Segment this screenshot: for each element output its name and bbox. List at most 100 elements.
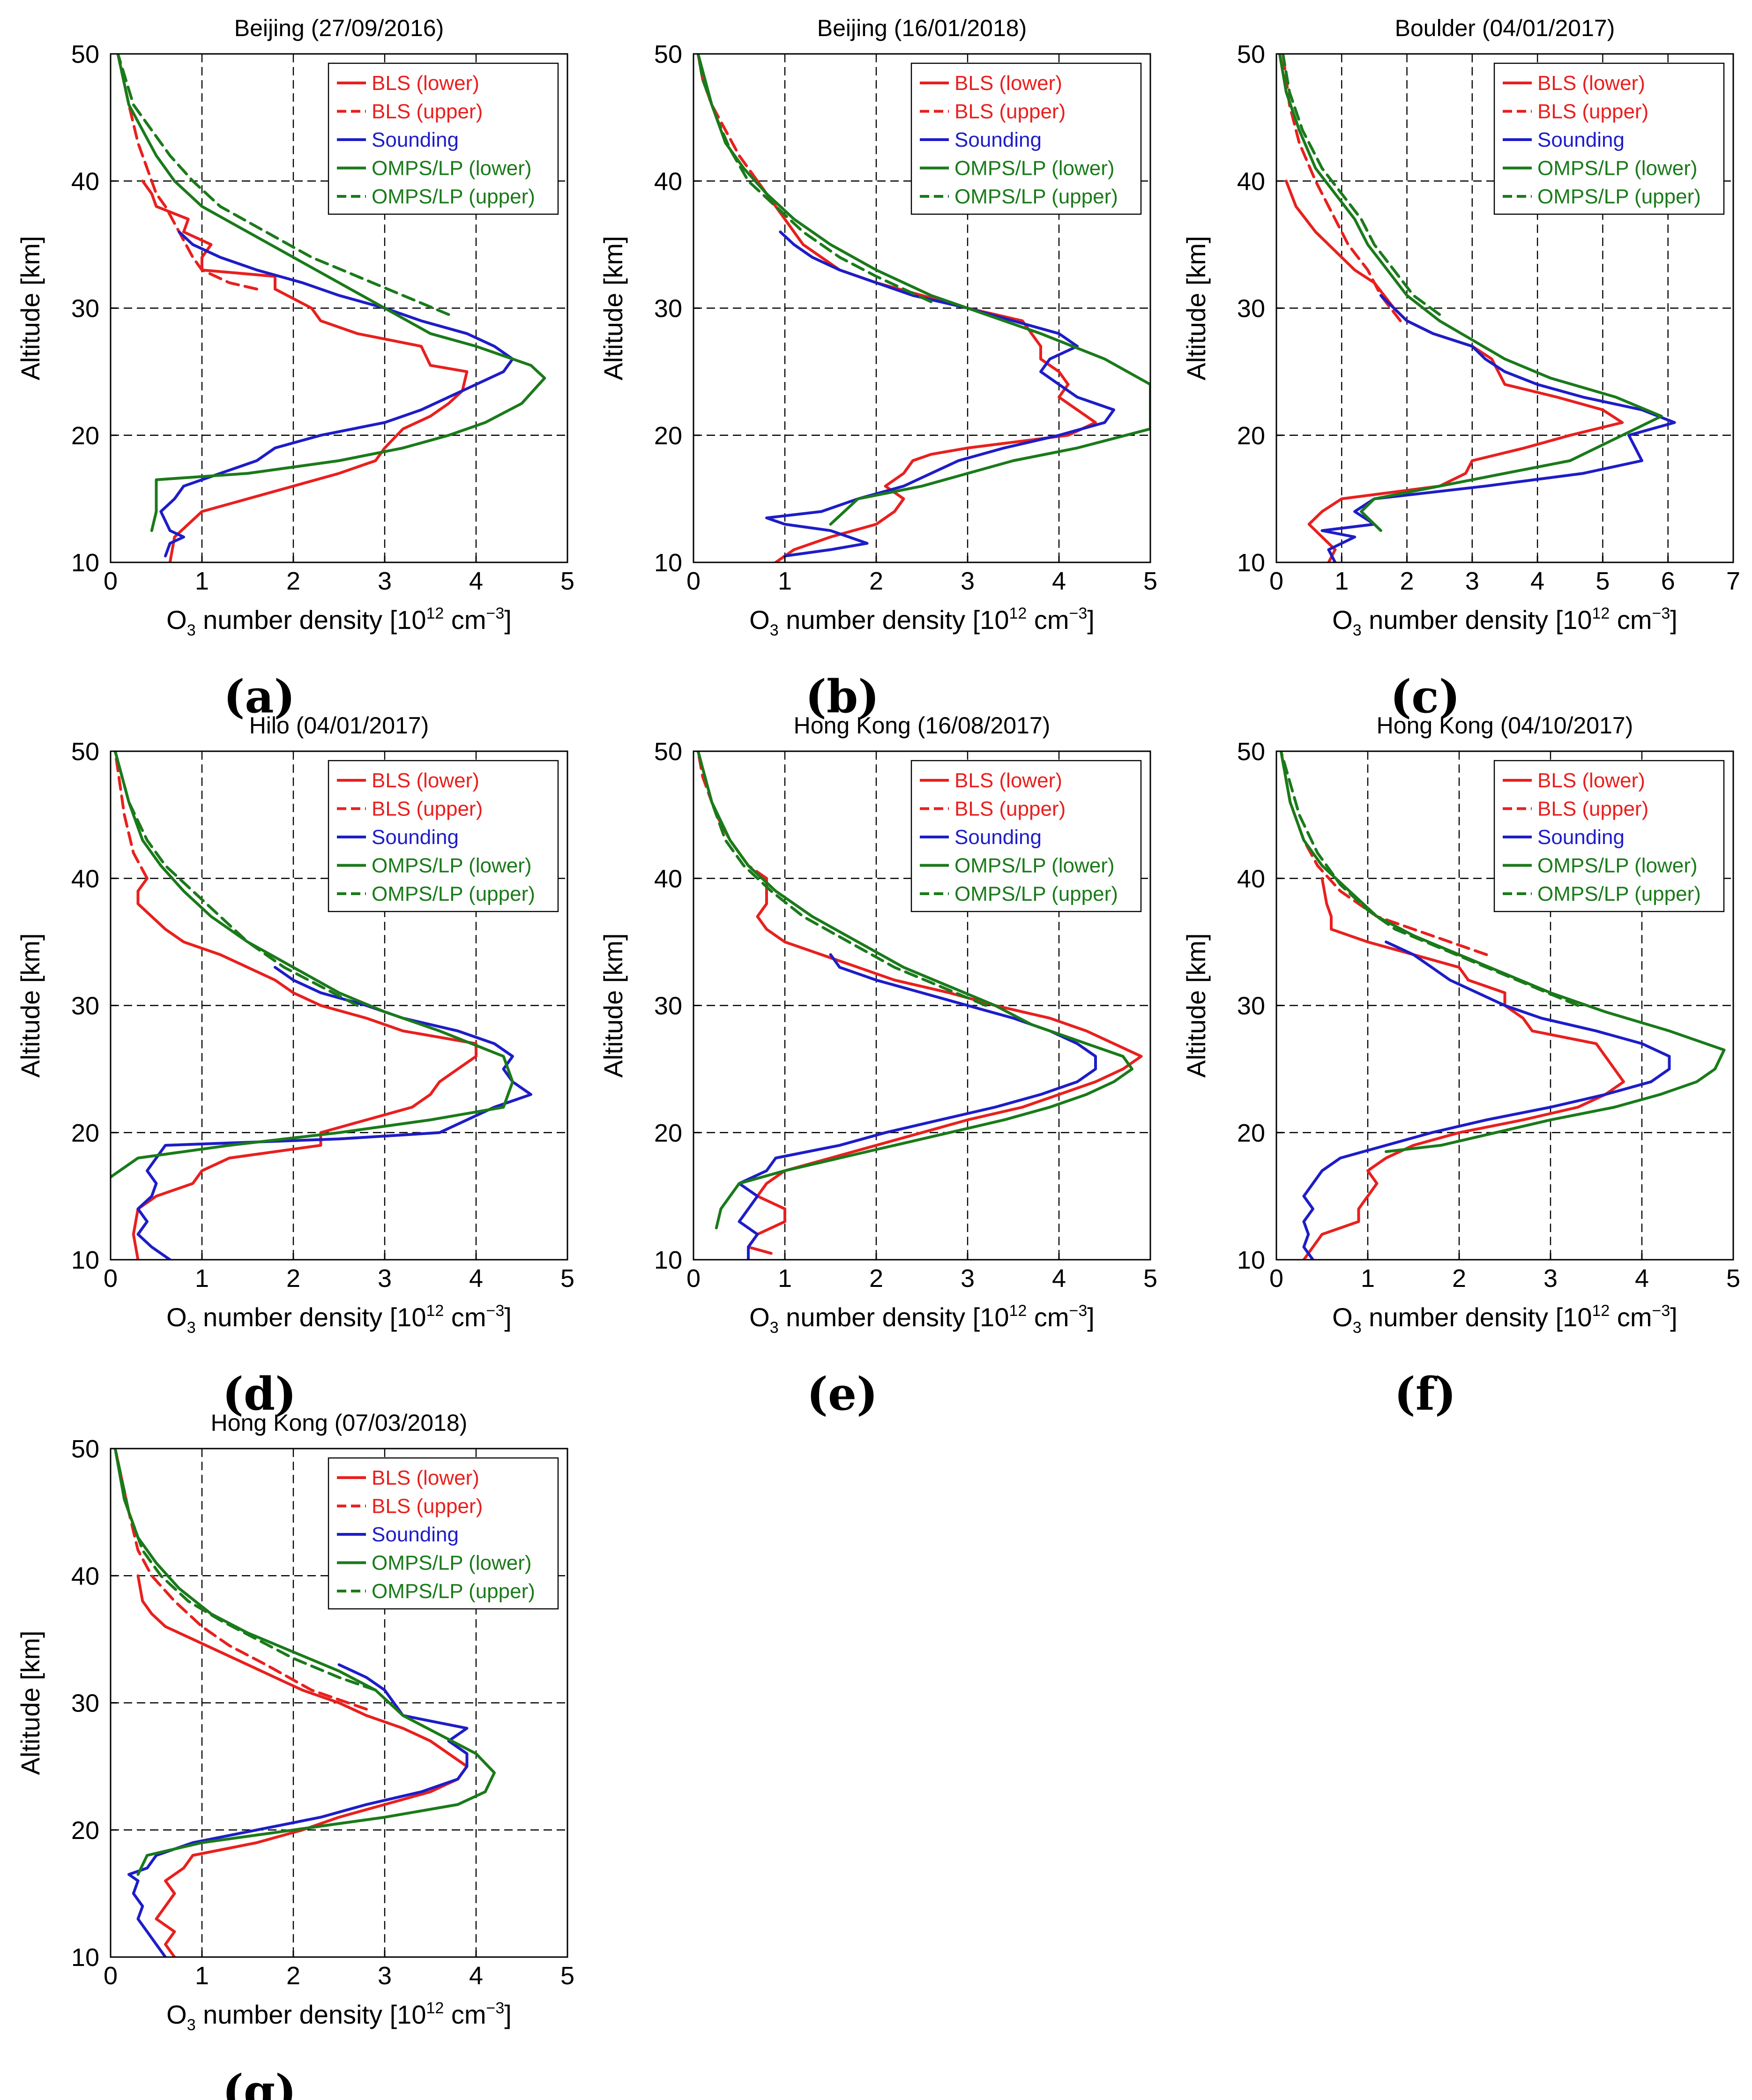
x-axis-label-part: ] — [504, 1302, 512, 1332]
series-line-sounding — [1302, 940, 1671, 1260]
series-line-bls_upper — [696, 751, 768, 880]
x-tick-label: 1 — [1335, 567, 1349, 595]
y-tick-label: 50 — [71, 1435, 99, 1463]
y-tick-label: 20 — [71, 1816, 99, 1845]
series-line-omps_upper — [696, 54, 932, 303]
series-group — [113, 1449, 496, 1957]
y-axis-label: Altitude [km] — [15, 933, 45, 1077]
y-tick-label: 10 — [71, 1246, 99, 1274]
x-axis-label-part: cm — [1027, 605, 1069, 635]
series-line-sounding — [765, 230, 1115, 558]
x-tick-label: 3 — [1465, 567, 1479, 595]
series-line-omps_upper — [1279, 751, 1580, 1007]
x-axis-label: O3 number density [1012 cm−3] — [166, 1302, 512, 1337]
x-axis-label-part: 3 — [187, 621, 196, 639]
legend-item-bls_upper: BLS (upper) — [372, 1495, 483, 1518]
x-tick-label: 1 — [195, 1962, 209, 1990]
chart-title: Hilo (04/01/2017) — [249, 712, 429, 739]
y-axis-label: Altitude [km] — [598, 933, 628, 1077]
legend-item-bls_lower: BLS (lower) — [372, 769, 479, 792]
x-tick-label: 1 — [1361, 1264, 1375, 1293]
legend-item-bls_lower: BLS (lower) — [954, 769, 1062, 792]
chart-panel-e: Hong Kong (16/08/2017)0 1 2 3 4 51020304050O3… — [598, 712, 1157, 1420]
legend-box — [910, 760, 1142, 912]
legend-item-omps_upper: OMPS/LP (upper) — [372, 185, 535, 208]
legend: BLS (lower) BLS (upper) Sounding OMPS/LP (l… — [910, 62, 1142, 215]
legend-item-omps_upper: OMPS/LP (upper) — [954, 185, 1118, 208]
x-axis-label-part: −3 — [1652, 605, 1670, 622]
y-axis-label: Altitude [km] — [598, 236, 628, 380]
legend-box — [328, 1457, 559, 1610]
x-axis-label: O3 number density [1012 cm−3] — [166, 1999, 512, 2034]
panel-label: (c) — [1390, 670, 1460, 723]
x-tick-label: 2 — [1452, 1264, 1466, 1293]
x-axis-label-part: O — [166, 605, 187, 635]
x-axis-label-part: cm — [444, 605, 486, 635]
x-axis-label-part: 12 — [1592, 1302, 1610, 1320]
legend-item-omps_upper: OMPS/LP (upper) — [954, 882, 1118, 905]
legend-item-bls_upper: BLS (upper) — [372, 798, 483, 821]
x-axis-label-part: 3 — [187, 1319, 196, 1337]
x-axis-label-part: 12 — [426, 1999, 444, 2017]
legend-item-bls_lower: BLS (lower) — [1537, 72, 1645, 95]
x-axis-label-part: ] — [1670, 605, 1677, 635]
x-axis-label-part: O — [749, 1302, 770, 1332]
legend: BLS (lower) BLS (upper) Sounding OMPS/LP (l… — [328, 62, 559, 215]
series-line-bls_upper — [696, 54, 759, 183]
x-tick-label: 0 — [1269, 1264, 1283, 1293]
x-axis-label-part: number density [10 — [1362, 605, 1592, 635]
x-tick-label: 4 — [1052, 567, 1066, 595]
legend-item-bls_upper: BLS (upper) — [1537, 798, 1648, 821]
series-line-bls_lower — [1284, 179, 1624, 562]
x-tick-label: 3 — [378, 1264, 392, 1293]
x-tick-label: 0 — [1269, 567, 1283, 595]
series-group — [116, 54, 546, 562]
y-tick-label: 10 — [654, 549, 682, 577]
x-tick-label: 2 — [286, 1264, 300, 1293]
x-axis-label-part: 3 — [1353, 621, 1362, 639]
legend-item-omps_lower: OMPS/LP (lower) — [1537, 157, 1698, 180]
y-tick-label: 30 — [71, 1689, 99, 1718]
series-group — [696, 751, 1143, 1260]
x-axis-label-part: 3 — [1353, 1319, 1362, 1337]
x-tick-label: 2 — [286, 1962, 300, 1990]
x-tick-label: 0 — [104, 1962, 118, 1990]
y-tick-label: 10 — [1237, 1246, 1265, 1274]
x-axis-label: O3 number density [1012 cm−3] — [749, 605, 1095, 639]
series-line-bls_lower — [136, 1574, 469, 1957]
x-tick-label: 4 — [469, 567, 483, 595]
legend-item-bls_upper: BLS (upper) — [372, 100, 483, 123]
x-tick-label: 3 — [961, 567, 975, 595]
series-line-omps_lower — [696, 751, 1133, 1230]
x-tick-label: 5 — [1143, 1264, 1157, 1293]
x-axis-label-part: 3 — [770, 1319, 779, 1337]
y-tick-label: 10 — [1237, 549, 1265, 577]
series-line-bls_lower — [747, 877, 1143, 1255]
legend: BLS (lower) BLS (upper) Sounding OMPS/LP (l… — [1493, 62, 1725, 215]
x-tick-label: 5 — [560, 1962, 574, 1990]
x-axis-label-part: ] — [504, 2000, 512, 2029]
y-axis-label: Altitude [km] — [1181, 933, 1211, 1077]
legend-item-bls_upper: BLS (upper) — [954, 798, 1066, 821]
x-tick-label: 3 — [961, 1264, 975, 1293]
x-tick-label: 6 — [1661, 567, 1675, 595]
x-tick-label: 4 — [1052, 1264, 1066, 1293]
chart-panel-g: Hong Kong (07/03/2018)0 1 2 3 4 51020304050O3… — [15, 1410, 574, 2100]
y-axis-label: Altitude [km] — [15, 236, 45, 380]
panel-label: (e) — [807, 1368, 878, 1420]
legend-item-bls_upper: BLS (upper) — [1537, 100, 1648, 123]
panel-label: (a) — [224, 670, 295, 723]
x-tick-label: 3 — [1543, 1264, 1558, 1293]
legend-item-bls_upper: BLS (upper) — [954, 100, 1066, 123]
x-axis-label-part: 12 — [1592, 605, 1610, 622]
y-tick-label: 20 — [1237, 1119, 1265, 1147]
chart-title: Hong Kong (16/08/2017) — [794, 712, 1051, 739]
x-axis-label-part: 12 — [426, 1302, 444, 1320]
x-axis-label-part: 12 — [426, 605, 444, 622]
x-axis-label-part: number density [10 — [1362, 1302, 1592, 1332]
x-tick-label: 1 — [195, 567, 209, 595]
legend-item-omps_upper: OMPS/LP (upper) — [1537, 882, 1701, 905]
chart-panel-f: Hong Kong (04/10/2017)0 1 2 3 4 51020304050O3… — [1181, 712, 1740, 1420]
series-line-omps_lower — [116, 54, 546, 532]
